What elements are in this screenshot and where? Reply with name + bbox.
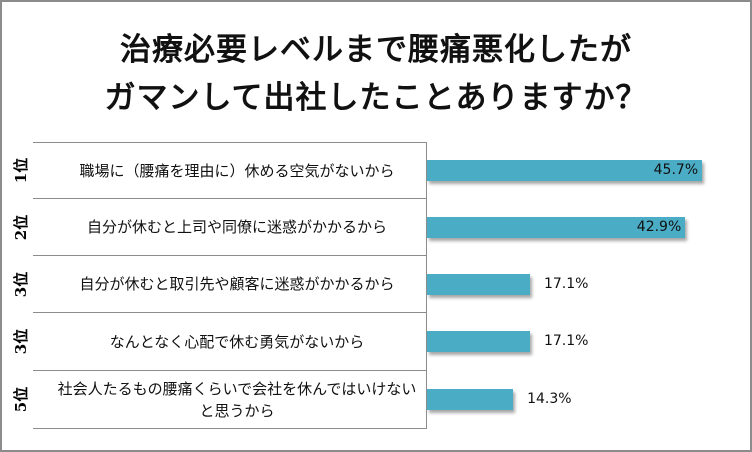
category-label: 職場に（腰痛を理由に）休める空気がないから (79, 161, 395, 180)
rank-label: 2位 (11, 199, 31, 255)
bar (427, 389, 514, 410)
rank-label: 1位 (11, 143, 31, 198)
data-label: 14.3% (527, 391, 572, 407)
rank-label: 5位 (11, 371, 31, 428)
data-label: 45.7% (653, 162, 699, 178)
data-label: 17.1% (543, 333, 589, 349)
chart-title-line-1: 治療必要レベルまで腰痛悪化したが (120, 32, 632, 68)
rank-text: 3位 (12, 328, 31, 355)
rank-label: 3位 (11, 256, 31, 312)
rank-text: 3位 (12, 271, 31, 297)
category-label: なんとなく心配で休む勇気がないから (109, 332, 365, 351)
bar (427, 273, 530, 295)
rank-text: 1位 (12, 157, 31, 184)
category-label: 自分が休むと上司や同僚に迷惑がかかるから (86, 218, 387, 236)
rank-text: 5位 (12, 386, 31, 413)
category-label: 社会人たるもの腰痛くらいで会社を休んではいけないと思うから (57, 379, 417, 420)
bar (427, 331, 530, 352)
bar (427, 160, 703, 181)
rank-label: 3位 (11, 313, 31, 370)
table-row: 5位 社会人たるもの腰痛くらいで会社を休んではいけないと思うから (13, 370, 427, 429)
table-row: 2位 自分が休むと上司や同僚に迷惑がかかるから (13, 198, 427, 255)
category-label: 自分が休むと取引先や顧客に迷惑がかかるから (79, 275, 395, 293)
table-right-border (426, 142, 427, 429)
table-row: 1位 職場に（腰痛を理由に）休める空気がないから (13, 142, 427, 198)
bar (427, 216, 686, 238)
table-row: 3位 自分が休むと取引先や顧客に迷惑がかかるから (13, 255, 427, 312)
table-row: 3位 なんとなく心配で休む勇気がないから (13, 312, 427, 370)
data-label: 42.9% (636, 218, 682, 235)
chart-title-line-2: ガマンして出社したことありますか？ (104, 80, 648, 116)
rank-text: 2位 (12, 214, 31, 240)
data-label: 17.1% (543, 275, 589, 292)
